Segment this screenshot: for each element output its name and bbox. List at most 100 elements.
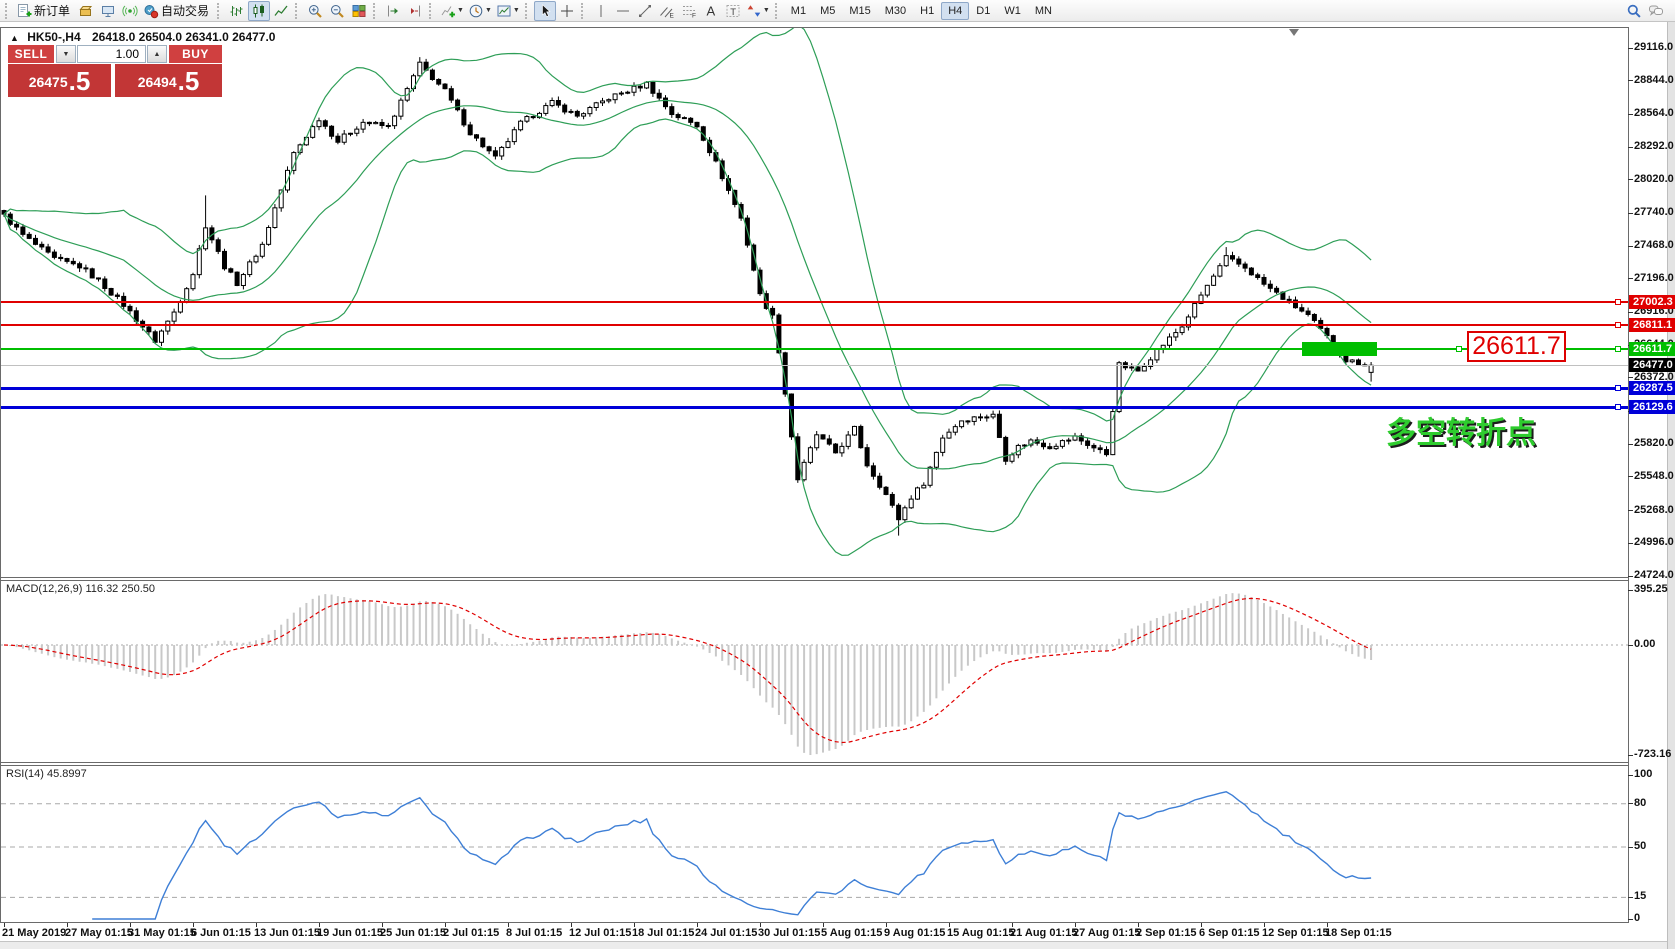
timeframe-m1-button[interactable]: M1: [790, 4, 807, 17]
time-axis-tick: [508, 923, 509, 927]
horizontal-line-button[interactable]: [612, 1, 634, 21]
separator-macd-rsi-top[interactable]: [0, 762, 1629, 763]
separator-main-macd-top[interactable]: [0, 577, 1629, 578]
macd-panel[interactable]: [1, 581, 1628, 762]
chart-shift-marker[interactable]: [1289, 29, 1299, 36]
timeframe-m30-button[interactable]: M30: [884, 4, 907, 17]
toolbar-grip[interactable]: [774, 2, 780, 19]
level-highlight-bar[interactable]: [1302, 342, 1377, 357]
timeframe-d1-button[interactable]: D1: [976, 4, 991, 17]
rsi-panel[interactable]: [1, 766, 1628, 922]
volume-input[interactable]: 1.00: [77, 45, 146, 63]
price-badge-26811.1: 26811.1: [1629, 318, 1675, 333]
volume-decrease-button[interactable]: ▼: [56, 45, 76, 63]
cursor-tool-button[interactable]: [533, 0, 556, 21]
chart-shift-button[interactable]: [404, 1, 426, 21]
auto-scroll-button[interactable]: [382, 1, 404, 21]
time-axis-tick: [382, 923, 383, 927]
line-drag-handle[interactable]: [1615, 299, 1621, 306]
dropdown-arrow-icon[interactable]: ▼: [762, 7, 770, 14]
horizontal-line-26287.5[interactable]: [1, 386, 1628, 390]
time-axis-tick: [1138, 923, 1139, 927]
indicators-button[interactable]: ▼: [438, 1, 466, 21]
time-axis-tick: [886, 923, 887, 927]
fibonacci-button[interactable]: F: [678, 1, 700, 21]
search-button[interactable]: [1623, 1, 1645, 21]
panel-collapse-icon[interactable]: ▲: [10, 33, 19, 43]
trendline-button[interactable]: [634, 1, 656, 21]
chart-title: ▲ HK50-,H4 26418.0 26504.0 26341.0 26477…: [10, 30, 275, 44]
price-axis-tick: [1628, 113, 1633, 115]
tile-windows-button[interactable]: [348, 1, 370, 21]
dropdown-arrow-icon[interactable]: ▼: [484, 7, 492, 14]
horizontal-line-26129.6[interactable]: [1, 405, 1628, 409]
separator-macd-rsi-bottom[interactable]: [0, 765, 1629, 766]
toolbar-grip[interactable]: [580, 2, 586, 19]
auto-trading-button[interactable]: 自动交易: [141, 1, 214, 21]
dropdown-arrow-icon[interactable]: ▼: [512, 7, 520, 14]
dropdown-arrow-icon[interactable]: ▼: [457, 7, 464, 14]
sell-button[interactable]: SELL: [8, 45, 54, 63]
time-axis-tick: [67, 923, 68, 927]
rsi-axis-label: 100: [1634, 768, 1653, 780]
time-axis-label: 19 Jun 01:15: [317, 927, 384, 939]
zoom-in-button[interactable]: [304, 1, 326, 21]
toolbar-grip[interactable]: [295, 2, 300, 19]
horizontal-line-26611.7[interactable]: [1, 348, 1628, 351]
timeframe-mn-button[interactable]: MN: [1034, 4, 1052, 17]
turning-point-note[interactable]: 多空转折点: [1386, 417, 1536, 450]
vertical-line-button[interactable]: [590, 1, 612, 21]
buy-price[interactable]: 26494 .5: [115, 64, 222, 97]
horizontal-line-26811.1[interactable]: [1, 324, 1628, 327]
time-axis-tick: [1327, 923, 1328, 927]
line-chart-button[interactable]: [270, 1, 292, 21]
line-drag-handle[interactable]: [1456, 346, 1462, 353]
candlestick-chart-button[interactable]: [248, 0, 271, 21]
chart-ohlc-values: 26418.0 26504.0 26341.0 26477.0: [91, 30, 276, 44]
arrows-button[interactable]: ▼: [744, 1, 772, 21]
sell-price-main: 26475: [28, 74, 68, 90]
time-axis-tick: [256, 923, 257, 927]
timeframe-m5-button[interactable]: M5: [820, 4, 836, 17]
timeframe-h1-button[interactable]: H1: [920, 4, 935, 17]
trendline-icon: [638, 4, 651, 17]
crosshair-tool-button[interactable]: [556, 1, 578, 21]
equidistant-channel-button[interactable]: E: [656, 1, 678, 21]
timeframe-h4-button[interactable]: H4: [941, 1, 970, 20]
line-drag-handle[interactable]: [1615, 346, 1621, 353]
text-label-button[interactable]: T: [722, 1, 744, 21]
line-drag-handle[interactable]: [1615, 385, 1621, 392]
data-window-button[interactable]: [97, 1, 119, 21]
new-order-button[interactable]: 新订单: [14, 1, 75, 21]
horizontal-line-27002.3[interactable]: [1, 301, 1628, 304]
sell-price[interactable]: 26475 .5: [8, 64, 111, 97]
chat-button[interactable]: [1645, 1, 1667, 21]
templates-button[interactable]: ▼: [494, 1, 522, 21]
crosshair-icon: [560, 4, 573, 17]
volume-increase-button[interactable]: ▲: [147, 45, 167, 63]
toolbar-grip[interactable]: [217, 2, 222, 19]
toolbar-grip[interactable]: [524, 2, 530, 19]
signals-button[interactable]: [119, 1, 141, 21]
buy-button[interactable]: BUY: [169, 45, 222, 63]
price-panel[interactable]: [1, 28, 1628, 577]
line-drag-handle[interactable]: [1615, 404, 1621, 411]
timeframe-w1-button[interactable]: W1: [1004, 4, 1021, 17]
bar-chart-button[interactable]: [226, 1, 248, 21]
zoom-out-button[interactable]: [326, 1, 348, 21]
market-watch-button[interactable]: [75, 1, 97, 21]
horizontal-line-26477[interactable]: [1, 364, 1628, 366]
clock-icon: [469, 4, 483, 17]
level-price-text-object[interactable]: 26611.7: [1467, 331, 1566, 362]
timeframe-m15-button[interactable]: M15: [849, 4, 871, 17]
text-button[interactable]: A: [700, 1, 722, 21]
toolbar-grip[interactable]: [5, 2, 10, 19]
toolbar-grip[interactable]: [429, 2, 434, 19]
toolbar-grip[interactable]: [373, 2, 378, 19]
rsi-axis-label: 50: [1634, 840, 1647, 852]
line-drag-handle[interactable]: [1615, 322, 1621, 329]
separator-main-macd-bottom[interactable]: [0, 580, 1629, 581]
search-icon: [1627, 4, 1641, 18]
periods-button[interactable]: ▼: [466, 1, 494, 21]
macd-axis-label: -723.16: [1634, 748, 1672, 760]
